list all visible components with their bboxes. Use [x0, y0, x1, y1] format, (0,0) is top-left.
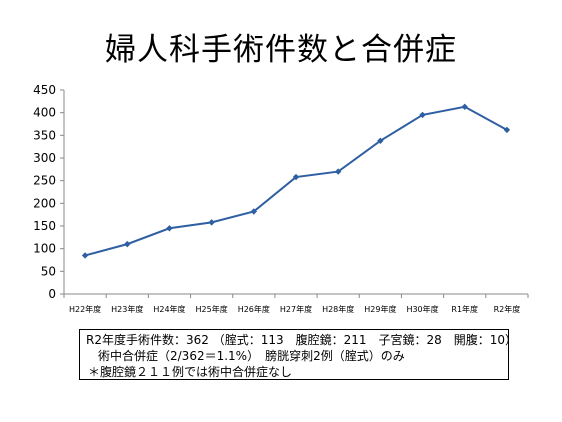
note-surgery-count: R2年度手術件数：362 （腟式：113 腹腔鏡：211 子宮鏡：28 開腹：1…: [86, 333, 518, 347]
x-tick-label: R1年度: [451, 304, 478, 314]
x-tick-label: R2年度: [494, 304, 521, 314]
data-point: [124, 240, 131, 248]
data-point: [419, 111, 426, 119]
data-point: [461, 103, 468, 110]
data-point: [208, 219, 215, 226]
x-tick-label: H27年度: [280, 304, 312, 314]
y-tick-label: 350: [33, 128, 56, 142]
y-tick-label: 300: [33, 151, 56, 165]
data-point: [250, 208, 258, 215]
y-tick-label: 100: [33, 242, 56, 256]
y-tick-label: 200: [33, 196, 56, 210]
chart-svg: 0 50 100 150 200 250 300 350 400 450 H22年度 H23年度 H24…: [33, 83, 529, 314]
data-point: [292, 173, 300, 181]
y-tick-label: 0: [48, 287, 56, 301]
data-point: [503, 126, 511, 134]
data-point: [334, 168, 342, 175]
line-chart: 0 50 100 150 200 250 300 350 400 450 H22年度 H23年度 H24…: [0, 70, 562, 330]
data-point: [81, 252, 89, 259]
x-tick-label: H22年度: [69, 304, 101, 314]
notes-box: R2年度手術件数：362 （腟式：113 腹腔鏡：211 子宮鏡：28 開腹：1…: [79, 329, 518, 380]
data-point: [377, 137, 384, 144]
x-tick-label: H28年度: [322, 304, 354, 314]
y-tick-label: 50: [41, 264, 56, 278]
x-tick-label: H26年度: [238, 304, 270, 314]
x-tick-label: H24年度: [153, 304, 185, 314]
slide-title: 婦人科手術件数と合併症: [105, 32, 457, 68]
data-point: [166, 225, 173, 232]
x-tick-label: H30年度: [406, 304, 438, 314]
x-tick-label: H23年度: [111, 304, 143, 314]
x-tick-label: H29年度: [364, 304, 396, 314]
note-complications: 術中合併症（2/362＝1.1%） 膀胱穿刺2例（腟式）のみ: [98, 349, 405, 363]
note-laparoscopy: ＊腹腔鏡２１１例では術中合併症なし: [88, 365, 293, 379]
series-line: [84, 105, 508, 257]
y-tick-label: 150: [33, 219, 56, 233]
y-tick-label: 250: [33, 174, 56, 188]
y-tick-label: 450: [33, 83, 56, 97]
x-tick-label: H25年度: [196, 304, 228, 314]
y-tick-label: 400: [33, 106, 56, 120]
